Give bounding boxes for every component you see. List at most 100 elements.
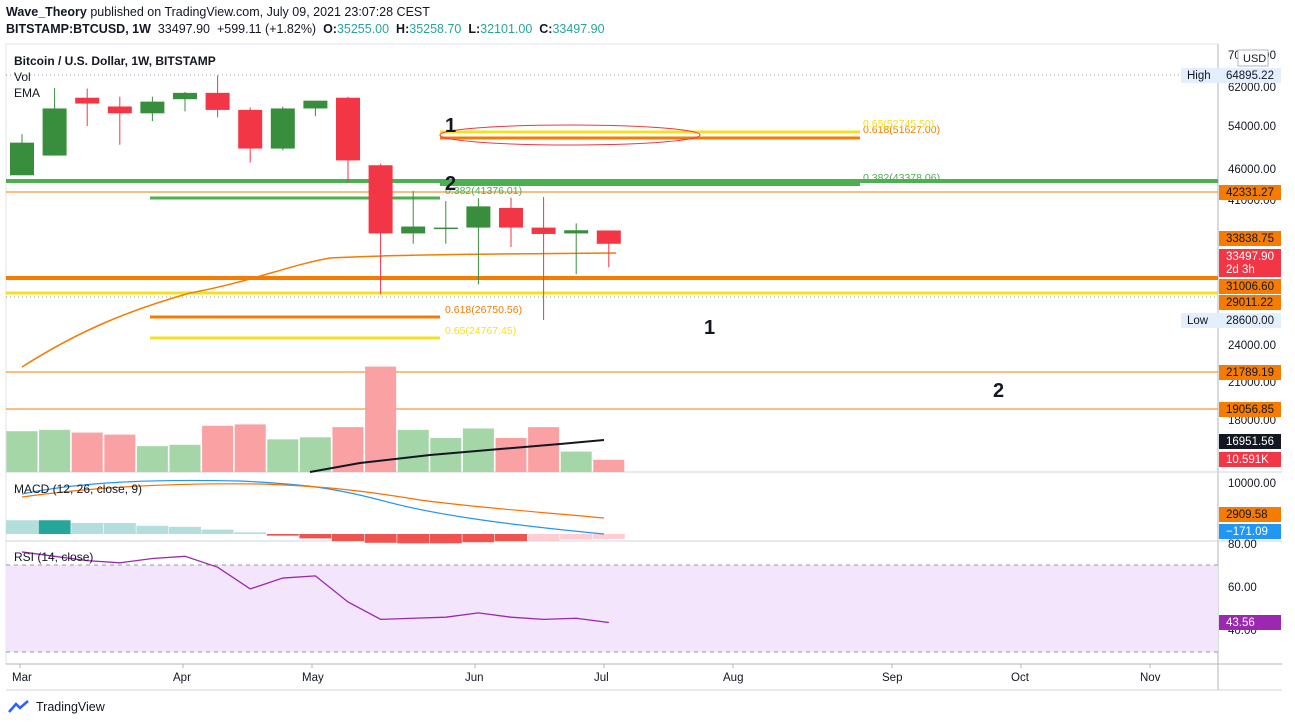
candle-body (238, 109, 263, 149)
candle-body (466, 206, 491, 228)
candle-body (401, 226, 426, 234)
macd-histogram-bar (299, 534, 332, 539)
close-value: 33497.90 (552, 22, 605, 36)
author-name[interactable]: Wave_Theory (6, 5, 87, 19)
price-axis-label-bg (1219, 313, 1281, 328)
price-axis-label-bg (1219, 452, 1281, 467)
high-label: H: (396, 22, 410, 36)
price-axis-label: 29011.22 (1226, 297, 1273, 309)
candle-body (433, 227, 458, 230)
time-tick: Aug (723, 672, 743, 684)
macd-histogram-bar (527, 534, 560, 541)
volume-bar (6, 431, 38, 472)
tradingview-logo-icon (8, 700, 29, 713)
price-axis-label: 21789.19 (1226, 367, 1274, 379)
price-axis-label: 33838.75 (1226, 233, 1274, 245)
volume-bar (397, 429, 429, 472)
open-label: O: (323, 22, 337, 36)
candle-body (270, 108, 295, 149)
candle-body (303, 100, 328, 109)
macd-histogram-bar (560, 534, 593, 540)
time-tick: Sep (882, 672, 902, 684)
time-tick: Jul (594, 672, 609, 684)
high-value: 35258.70 (409, 22, 462, 36)
price-axis-label-bg (1219, 249, 1281, 277)
volume-bar (365, 366, 397, 472)
currency-box (1237, 49, 1269, 67)
low-value: 32101.00 (480, 22, 533, 36)
time-tick: Mar (12, 672, 32, 684)
price-axis-label: 64895.22 (1226, 70, 1274, 82)
currency-label: USD (1243, 53, 1266, 65)
macd-histogram-bar (201, 529, 234, 534)
price-axis-label-bg (1219, 68, 1281, 83)
time-tick: Nov (1140, 672, 1161, 684)
macd-histogram-bar (495, 534, 527, 542)
macd-histogram-bar (136, 525, 169, 534)
candle-body (107, 106, 132, 114)
price-change: +599.11 (+1.82%) (216, 22, 317, 36)
fib-label: 0.65(24767.45) (445, 325, 516, 337)
volume-bar (299, 437, 331, 472)
price-tick: 10000.00 (1228, 478, 1276, 490)
volume-bar (104, 434, 136, 472)
candle-body (531, 227, 556, 234)
macd-histogram-bar (234, 532, 267, 534)
price-axis-label: −171.09 (1226, 526, 1268, 538)
countdown-label: 2d 3h (1226, 264, 1255, 276)
volume-bar (560, 451, 592, 472)
candle-body (564, 230, 589, 234)
price-axis-label-bg (1219, 615, 1281, 630)
time-tick: Apr (173, 672, 191, 684)
volume-bar (267, 439, 299, 472)
fib-label: 0.382(43378.06) (863, 172, 940, 184)
volume-bar (39, 429, 71, 472)
price-axis-label: 16951.56 (1226, 436, 1274, 448)
price-axis-label-bg (1219, 524, 1281, 539)
price-tick: 60.00 (1228, 582, 1257, 594)
price-tick: 80.00 (1228, 539, 1257, 551)
price-axis-label: 28600.00 (1226, 315, 1274, 327)
volume-bar (528, 427, 560, 472)
price-axis-label-bg (1219, 434, 1281, 449)
price-tick: 46000.00 (1228, 164, 1276, 176)
volume-bar (495, 438, 527, 472)
candle-body (42, 108, 67, 156)
volume-bar (136, 446, 168, 472)
price-tick: 24000.00 (1228, 340, 1276, 352)
price-axis-label-bg (1219, 295, 1281, 310)
fib-label: 0.618(51627.00) (863, 124, 940, 136)
candle-body (10, 142, 34, 176)
time-tick: Oct (1011, 672, 1030, 684)
volume-ma-line (309, 439, 605, 473)
fib-label: 0.382(41376.01) (445, 185, 522, 197)
price-axis-label: 10.591K (1226, 454, 1269, 466)
time-tick: Jun (465, 672, 484, 684)
ohlc-line: BITSTAMP:BTCUSD, 1W 33497.90 +599.11 (+1… (6, 21, 605, 38)
price-tick: 54000.00 (1228, 121, 1276, 133)
candle-body (205, 92, 230, 110)
price-tick: 62000.00 (1228, 82, 1276, 94)
wave-label: 1 (704, 317, 715, 339)
macd-histogram-bar (397, 534, 430, 544)
close-label: C: (539, 22, 553, 36)
rsi-band (6, 565, 1218, 652)
rsi-line (21, 551, 609, 624)
brand-name[interactable]: TradingView (36, 700, 105, 714)
publish-line: Wave_Theory published on TradingView.com… (6, 4, 605, 21)
last-price: 33497.90 (157, 22, 210, 36)
candle-body (499, 207, 523, 228)
wave-label: 1 (445, 115, 456, 137)
volume-bar (202, 425, 234, 472)
candle-body (173, 92, 197, 100)
ema-line (21, 252, 617, 368)
price-axis-label-bg (1219, 185, 1281, 200)
candle-body (336, 97, 360, 161)
candle-body (596, 230, 621, 244)
ema-legend: EMA (14, 86, 40, 100)
rsi-legend: RSI (14, close) (14, 550, 93, 564)
open-value: 35255.00 (336, 22, 390, 36)
macd-histogram-bar (266, 534, 299, 536)
fib-label: 0.65(52745.50) (863, 118, 934, 130)
